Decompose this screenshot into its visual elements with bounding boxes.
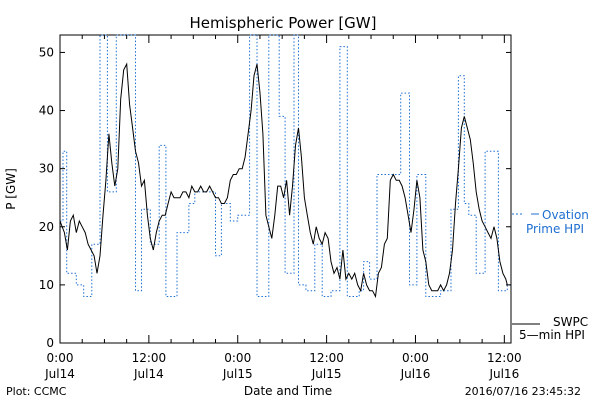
- chart-title: Hemispheric Power [GW]: [190, 14, 377, 32]
- y-tick-label: 10: [39, 278, 54, 292]
- y-tick-label: 0: [46, 336, 54, 350]
- y-axis-ticks: 0 10 20 30 40 50: [39, 45, 511, 350]
- x-axis-label: Date and Time: [244, 384, 332, 398]
- x-tick-label-time: 12:00: [487, 351, 522, 365]
- x-tick-label-date: Jul16: [400, 367, 431, 381]
- plot-frame: [59, 34, 512, 344]
- y-tick-label: 20: [39, 220, 54, 234]
- y-tick-label: 30: [39, 162, 54, 176]
- plot-timestamp: 2016/07/16 23:45:32: [465, 385, 581, 398]
- y-tick-label: 50: [39, 45, 54, 59]
- x-tick-label-date: Jul14: [44, 367, 75, 381]
- x-axis-ticks: 0:00 Jul14 12:00 Jul14 0:00 Jul15 12:00 Jul15 0:…: [44, 35, 522, 381]
- series-swpc-line: [59, 62, 508, 299]
- y-axis-label: P [GW]: [4, 168, 18, 210]
- x-tick-label-time: 0:00: [402, 351, 429, 365]
- x-tick-label-time: 12:00: [309, 351, 344, 365]
- legend-ovation-line2: Prime HPI: [526, 222, 584, 236]
- legend-swpc-line2: 5—min HPI: [519, 328, 585, 342]
- x-tick-label-time: 0:00: [224, 351, 251, 365]
- legend-swpc-line1: SWPC: [553, 315, 588, 329]
- x-tick-label-time: 12:00: [132, 351, 167, 365]
- x-tick-label-date: Jul16: [488, 367, 519, 381]
- legend-ovation-line1: Ovation: [542, 208, 589, 222]
- x-tick-label-date: Jul15: [311, 367, 342, 381]
- x-tick-label-time: 0:00: [47, 351, 74, 365]
- plot-credit: Plot: CCMC: [6, 385, 67, 398]
- x-tick-label-date: Jul15: [222, 367, 253, 381]
- x-tick-label-date: Jul14: [133, 367, 164, 381]
- plot-area: [59, 34, 512, 344]
- y-tick-label: 40: [39, 104, 54, 118]
